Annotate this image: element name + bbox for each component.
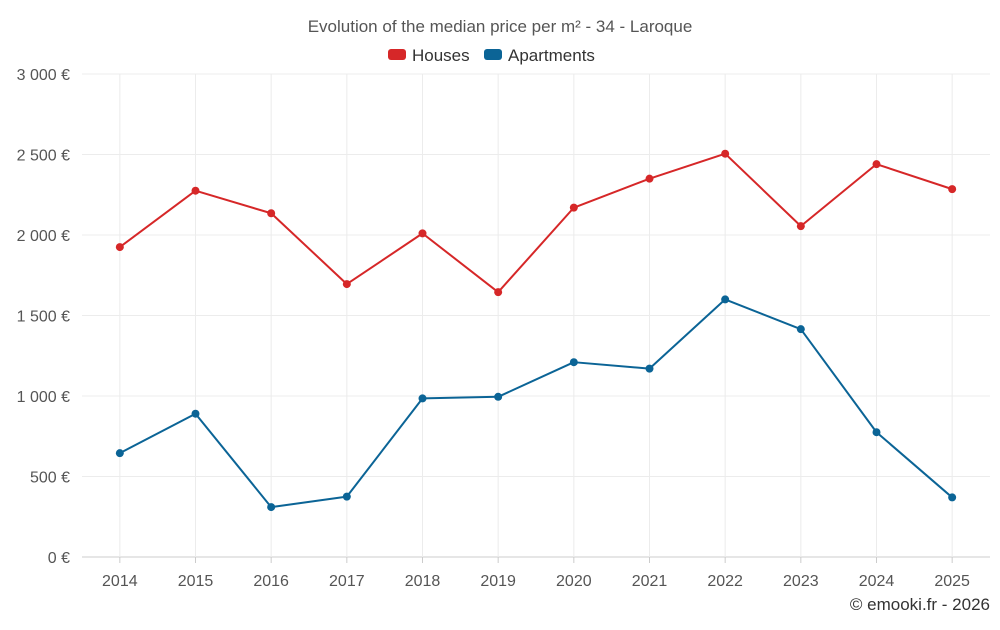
y-tick-label: 0 €: [48, 550, 70, 567]
x-tick-label: 2022: [707, 573, 743, 590]
data-point-apartments[interactable]: [418, 394, 427, 403]
x-tick-label: 2023: [783, 573, 819, 590]
data-point-houses[interactable]: [191, 186, 200, 195]
x-tick-label: 2014: [102, 573, 138, 590]
x-tick-label: 2019: [480, 573, 516, 590]
data-point-houses[interactable]: [342, 280, 351, 289]
data-point-apartments[interactable]: [645, 364, 654, 373]
x-tick-label: 2017: [329, 573, 365, 590]
data-point-apartments[interactable]: [721, 295, 730, 304]
legend-item-houses[interactable]: Houses: [388, 46, 470, 65]
data-point-houses[interactable]: [494, 288, 503, 297]
legend-label: Houses: [412, 46, 470, 65]
data-point-houses[interactable]: [267, 209, 276, 218]
legend-swatch: [484, 49, 502, 60]
y-tick-label: 1 000 €: [17, 389, 70, 406]
data-point-apartments[interactable]: [342, 492, 351, 501]
x-tick-label: 2015: [178, 573, 214, 590]
x-tick-label: 2016: [253, 573, 289, 590]
y-tick-label: 3 000 €: [17, 67, 70, 84]
data-point-houses[interactable]: [721, 149, 730, 158]
data-point-apartments[interactable]: [796, 325, 805, 334]
x-tick-label: 2021: [632, 573, 668, 590]
grid: [82, 73, 990, 558]
data-point-houses[interactable]: [948, 185, 957, 194]
x-tick-label: 2018: [405, 573, 441, 590]
credit: © emooki.fr - 2026: [850, 595, 990, 614]
x-tick-label: 2020: [556, 573, 592, 590]
series-layer: [115, 149, 957, 512]
data-point-houses[interactable]: [418, 229, 427, 238]
axes: 0 € 500 € 1 000 € 1 500 € 2 000 € 2 500 € 3 00…: [17, 67, 970, 590]
y-tick-label: 500 €: [30, 470, 70, 487]
data-point-apartments[interactable]: [267, 503, 276, 512]
x-tick-label: 2025: [934, 573, 970, 590]
data-point-apartments[interactable]: [569, 358, 578, 367]
data-point-houses[interactable]: [115, 243, 124, 252]
data-point-apartments[interactable]: [494, 392, 503, 401]
data-point-apartments[interactable]: [948, 493, 957, 502]
data-point-houses[interactable]: [872, 160, 881, 169]
data-point-apartments[interactable]: [115, 449, 124, 458]
series-line-apartments: [119, 298, 953, 509]
data-point-houses[interactable]: [796, 222, 805, 231]
data-point-houses[interactable]: [569, 203, 578, 212]
legend-label: Apartments: [508, 46, 595, 65]
legend-swatch: [388, 49, 406, 60]
legend: Houses Apartments: [388, 46, 595, 65]
legend-item-apartments[interactable]: Apartments: [484, 46, 595, 65]
data-point-apartments[interactable]: [191, 409, 200, 418]
y-tick-label: 1 500 €: [17, 309, 70, 326]
y-tick-label: 2 500 €: [17, 148, 70, 165]
y-tick-label: 2 000 €: [17, 228, 70, 245]
data-point-apartments[interactable]: [872, 428, 881, 437]
chart-title: Evolution of the median price per m² - 3…: [308, 17, 693, 36]
x-tick-label: 2024: [859, 573, 895, 590]
data-point-houses[interactable]: [645, 174, 654, 183]
series-line-houses: [119, 152, 953, 294]
